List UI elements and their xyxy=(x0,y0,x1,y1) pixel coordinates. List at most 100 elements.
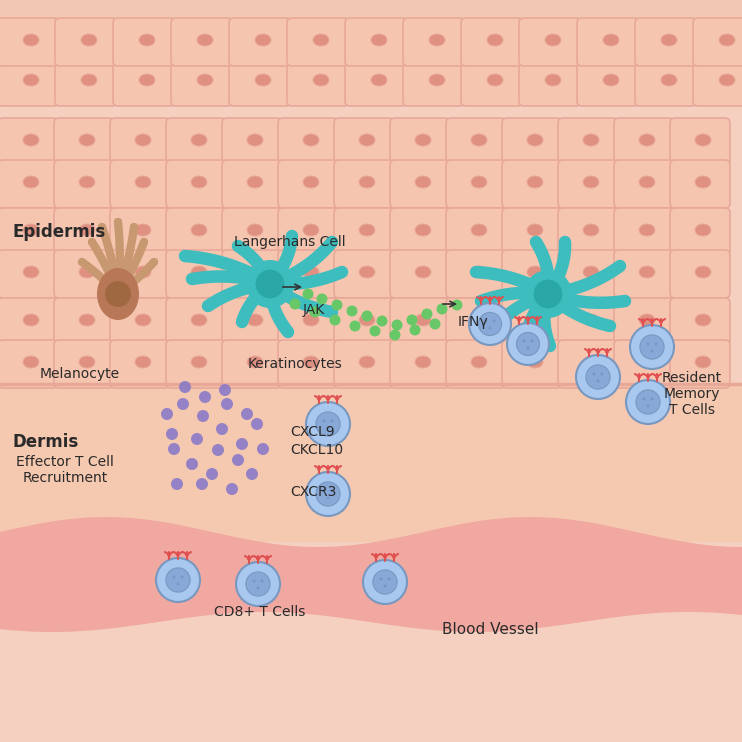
Circle shape xyxy=(326,496,329,499)
Circle shape xyxy=(654,343,657,346)
Circle shape xyxy=(168,443,180,455)
Ellipse shape xyxy=(23,314,39,326)
FancyBboxPatch shape xyxy=(502,298,562,346)
Circle shape xyxy=(196,478,208,490)
Circle shape xyxy=(317,294,327,304)
FancyBboxPatch shape xyxy=(171,58,233,106)
Circle shape xyxy=(156,558,200,602)
FancyBboxPatch shape xyxy=(54,298,114,346)
Bar xyxy=(0,41,742,42)
FancyBboxPatch shape xyxy=(390,208,450,256)
Circle shape xyxy=(329,315,341,326)
Ellipse shape xyxy=(639,266,655,278)
FancyBboxPatch shape xyxy=(110,340,170,388)
Ellipse shape xyxy=(471,266,487,278)
Ellipse shape xyxy=(429,74,445,86)
Ellipse shape xyxy=(247,356,263,368)
Circle shape xyxy=(237,317,247,327)
Circle shape xyxy=(620,296,630,306)
Circle shape xyxy=(252,580,255,582)
FancyBboxPatch shape xyxy=(54,340,114,388)
Ellipse shape xyxy=(303,176,319,188)
FancyBboxPatch shape xyxy=(614,208,674,256)
Ellipse shape xyxy=(583,266,599,278)
FancyBboxPatch shape xyxy=(390,298,450,346)
Bar xyxy=(0,47,742,48)
Bar xyxy=(0,26,742,27)
Circle shape xyxy=(337,267,347,277)
Ellipse shape xyxy=(471,176,487,188)
Bar xyxy=(0,14,742,15)
FancyBboxPatch shape xyxy=(670,160,730,208)
Circle shape xyxy=(363,560,407,604)
Ellipse shape xyxy=(639,356,655,368)
Bar xyxy=(0,36,742,37)
Text: CKCL10: CKCL10 xyxy=(290,443,343,457)
Circle shape xyxy=(636,390,660,414)
Bar xyxy=(0,20,742,21)
FancyBboxPatch shape xyxy=(446,208,506,256)
FancyBboxPatch shape xyxy=(558,250,618,298)
Ellipse shape xyxy=(527,314,543,326)
Bar xyxy=(0,24,742,25)
FancyBboxPatch shape xyxy=(113,58,175,106)
Bar xyxy=(0,52,742,53)
Circle shape xyxy=(251,418,263,430)
Circle shape xyxy=(533,280,562,309)
Ellipse shape xyxy=(695,266,711,278)
Bar xyxy=(0,27,742,28)
Circle shape xyxy=(78,258,86,266)
Circle shape xyxy=(430,318,441,329)
Circle shape xyxy=(316,482,340,506)
Bar xyxy=(0,21,742,22)
FancyBboxPatch shape xyxy=(110,250,170,298)
FancyBboxPatch shape xyxy=(0,340,58,388)
Circle shape xyxy=(361,310,372,321)
FancyBboxPatch shape xyxy=(446,118,506,166)
Ellipse shape xyxy=(135,176,151,188)
FancyBboxPatch shape xyxy=(166,298,226,346)
Circle shape xyxy=(491,321,501,331)
FancyBboxPatch shape xyxy=(519,58,581,106)
Circle shape xyxy=(114,218,122,226)
FancyBboxPatch shape xyxy=(287,18,349,66)
Text: CXCR3: CXCR3 xyxy=(290,485,336,499)
FancyBboxPatch shape xyxy=(614,298,674,346)
Circle shape xyxy=(216,423,228,435)
Ellipse shape xyxy=(139,74,155,86)
Circle shape xyxy=(410,324,421,335)
FancyBboxPatch shape xyxy=(110,118,170,166)
Ellipse shape xyxy=(661,34,677,46)
FancyBboxPatch shape xyxy=(614,340,674,388)
Ellipse shape xyxy=(23,176,39,188)
Circle shape xyxy=(180,251,190,261)
Ellipse shape xyxy=(23,266,39,278)
Circle shape xyxy=(370,326,381,337)
Bar xyxy=(0,13,742,14)
FancyBboxPatch shape xyxy=(278,250,338,298)
Ellipse shape xyxy=(695,176,711,188)
Bar xyxy=(0,12,742,13)
Ellipse shape xyxy=(545,34,561,46)
Circle shape xyxy=(332,300,343,310)
Circle shape xyxy=(246,468,258,480)
Ellipse shape xyxy=(191,134,207,146)
Bar xyxy=(0,17,742,18)
Ellipse shape xyxy=(79,134,95,146)
FancyBboxPatch shape xyxy=(166,160,226,208)
Text: Resident
Memory
T Cells: Resident Memory T Cells xyxy=(662,371,722,417)
Circle shape xyxy=(180,576,183,579)
FancyBboxPatch shape xyxy=(278,298,338,346)
Circle shape xyxy=(241,408,253,420)
Bar xyxy=(0,58,742,59)
Circle shape xyxy=(246,260,294,308)
Ellipse shape xyxy=(695,224,711,236)
Circle shape xyxy=(260,580,263,582)
Ellipse shape xyxy=(603,34,619,46)
FancyBboxPatch shape xyxy=(345,58,407,106)
FancyBboxPatch shape xyxy=(558,118,618,166)
Bar xyxy=(0,16,742,17)
FancyBboxPatch shape xyxy=(278,118,338,166)
FancyBboxPatch shape xyxy=(558,298,618,346)
Circle shape xyxy=(179,381,191,393)
